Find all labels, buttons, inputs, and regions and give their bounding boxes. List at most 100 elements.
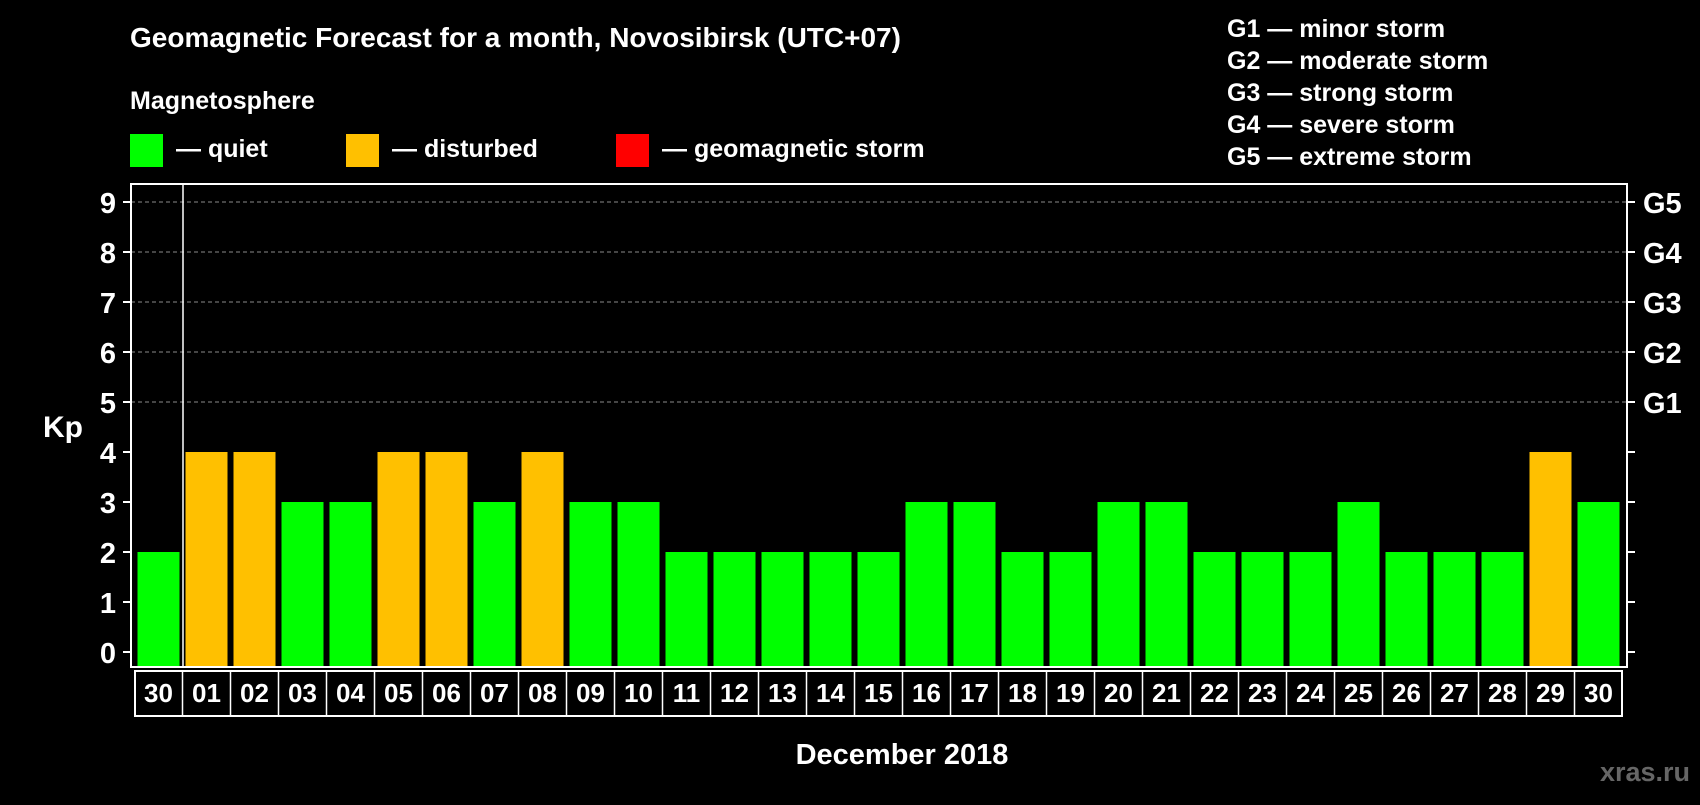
y-tick-label-9: 9	[100, 188, 116, 220]
chart-title: Geomagnetic Forecast for a month, Novosi…	[130, 22, 901, 53]
storm-scale-g1: G1 — minor storm	[1227, 15, 1445, 43]
x-tick-label-19: 19	[1056, 678, 1085, 708]
bars-layer	[137, 452, 1620, 667]
x-labels-layer: 30 01 02 03 04 05 06 07 08 09 10 11 12 13 14 15 16 17 18 19…	[134, 670, 1623, 717]
right-tick-label-G2: G2	[1643, 338, 1682, 370]
grid-layer	[131, 201, 1627, 403]
legend-swatch-storm	[616, 134, 649, 167]
x-tick-label-05: 05	[384, 678, 413, 708]
bar-15	[857, 552, 900, 667]
legend-heading: Magnetosphere	[130, 87, 315, 115]
x-tick-label-07: 07	[480, 678, 509, 708]
bar-01	[185, 452, 228, 667]
right-tick-label-G1: G1	[1643, 388, 1682, 420]
x-tick-label-09: 09	[576, 678, 605, 708]
bar-09	[569, 502, 612, 667]
right-tick-label-G5: G5	[1643, 188, 1682, 220]
bar-30-nov	[137, 552, 180, 667]
x-tick-label-17: 17	[960, 678, 989, 708]
bar-22	[1193, 552, 1236, 667]
x-tick-label-16: 16	[912, 678, 941, 708]
bar-02	[233, 452, 276, 667]
bar-16	[905, 502, 948, 667]
x-tick-label-29: 29	[1536, 678, 1565, 708]
y-tick-label-7: 7	[100, 288, 116, 320]
bar-08	[521, 452, 564, 667]
y-tick-label-5: 5	[100, 388, 116, 420]
bar-07	[473, 502, 516, 667]
bar-06	[425, 452, 468, 667]
bar-28	[1481, 552, 1524, 667]
bar-18	[1001, 552, 1044, 667]
y-tick-label-8: 8	[100, 238, 116, 270]
bar-14	[809, 552, 852, 667]
y-tick-label-3: 3	[100, 488, 116, 520]
y-tick-label-1: 1	[100, 588, 116, 620]
x-tick-label-08: 08	[528, 678, 557, 708]
plot-frame	[130, 183, 1628, 668]
legend-label-disturbed: — disturbed	[392, 135, 538, 163]
x-tick-label-27: 27	[1440, 678, 1469, 708]
legend-swatch-disturbed	[346, 134, 379, 167]
x-tick-label-22: 22	[1200, 678, 1229, 708]
x-tick-label-06: 06	[432, 678, 461, 708]
y-tick-label-2: 2	[100, 538, 116, 570]
bar-23	[1241, 552, 1284, 667]
y-tick-label-6: 6	[100, 338, 116, 370]
right-tick-label-G4: G4	[1643, 238, 1682, 270]
x-tick-label-21: 21	[1152, 678, 1181, 708]
x-tick-label-12: 12	[720, 678, 749, 708]
bar-12	[713, 552, 756, 667]
bar-30	[1577, 502, 1620, 667]
bar-27	[1433, 552, 1476, 667]
watermark: xras.ru	[1600, 757, 1690, 787]
right-tick-label-G3: G3	[1643, 288, 1682, 320]
bar-26	[1385, 552, 1428, 667]
x-axis-label: December 2018	[796, 739, 1009, 771]
x-labels-box	[134, 670, 1623, 717]
x-tick-label-14: 14	[816, 678, 845, 708]
legend-label-storm: — geomagnetic storm	[662, 135, 925, 163]
storm-scale-g4: G4 — severe storm	[1227, 111, 1455, 139]
bar-13	[761, 552, 804, 667]
x-tick-label-28: 28	[1488, 678, 1517, 708]
bar-29	[1529, 452, 1572, 667]
y-axis-label: Kp	[43, 411, 83, 444]
x-tick-label-15: 15	[864, 678, 893, 708]
bar-17	[953, 502, 996, 667]
x-tick-label-24: 24	[1296, 678, 1325, 708]
bar-03	[281, 502, 324, 667]
y-tick-label-0: 0	[100, 638, 116, 670]
bar-04	[329, 502, 372, 667]
bar-24	[1289, 552, 1332, 667]
x-tick-label-02: 02	[240, 678, 269, 708]
legend-swatch-quiet	[130, 134, 163, 167]
legend-label-quiet: — quiet	[176, 135, 268, 163]
storm-scale-g3: G3 — strong storm	[1227, 79, 1453, 107]
x-tick-label-26: 26	[1392, 678, 1421, 708]
y-tick-label-4: 4	[100, 438, 116, 470]
x-tick-label-13: 13	[768, 678, 797, 708]
x-tick-label-18: 18	[1008, 678, 1037, 708]
x-tick-label-30-nov: 30	[144, 678, 173, 708]
x-tick-label-25: 25	[1344, 678, 1373, 708]
bar-11	[665, 552, 708, 667]
bar-20	[1097, 502, 1140, 667]
bar-05	[377, 452, 420, 667]
storm-scale-g5: G5 — extreme storm	[1227, 143, 1472, 171]
frame-layer	[130, 183, 1628, 668]
bar-19	[1049, 552, 1092, 667]
bar-21	[1145, 502, 1188, 667]
x-tick-label-04: 04	[336, 678, 365, 708]
x-tick-label-03: 03	[288, 678, 317, 708]
x-tick-label-23: 23	[1248, 678, 1277, 708]
x-tick-label-30-end: 30	[1584, 678, 1613, 708]
x-tick-label-20: 20	[1104, 678, 1133, 708]
x-tick-label-11: 11	[673, 678, 701, 708]
storm-scale-g2: G2 — moderate storm	[1227, 47, 1488, 75]
bar-25	[1337, 502, 1380, 667]
x-tick-label-01: 01	[192, 678, 221, 708]
bar-10	[617, 502, 660, 667]
